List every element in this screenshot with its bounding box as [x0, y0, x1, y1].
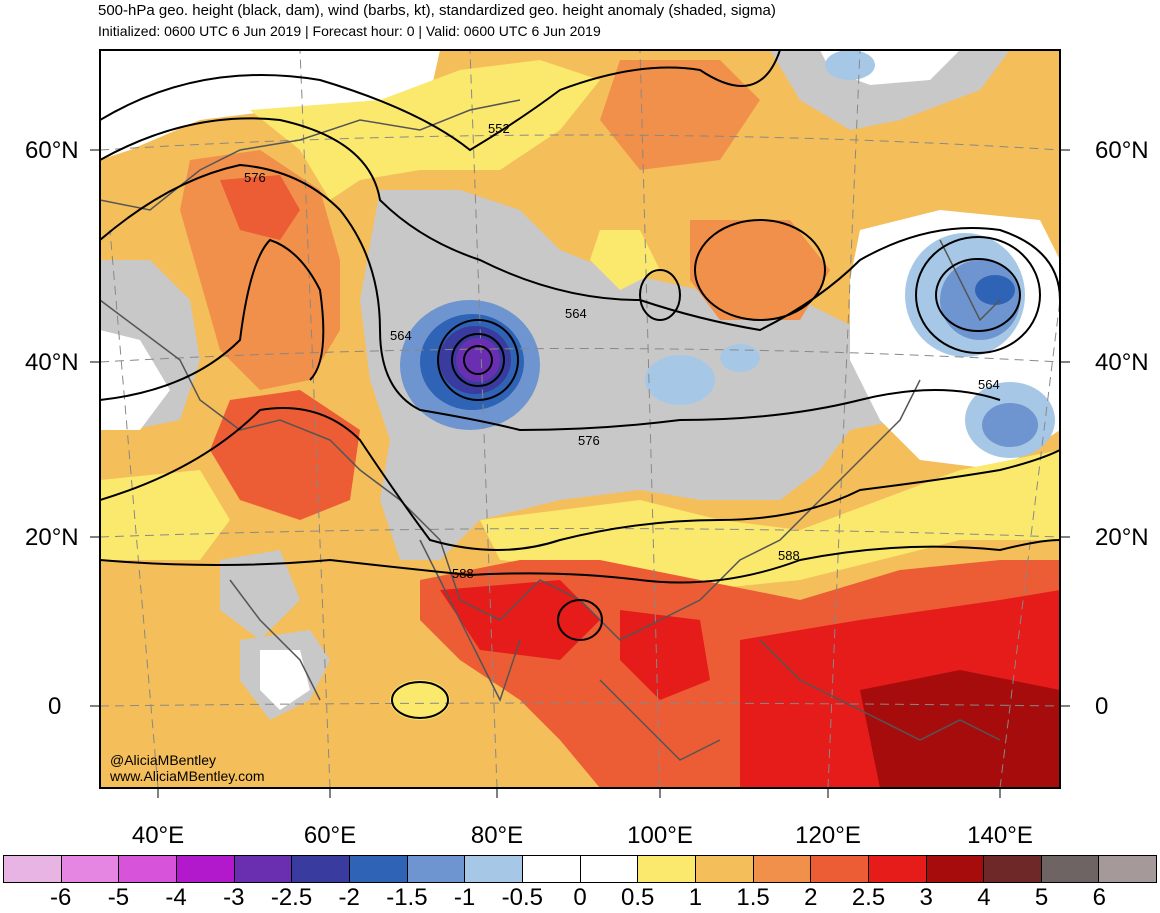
colorbar-tick-label: -2 — [338, 884, 360, 911]
colorbar-swatch — [4, 856, 62, 882]
colorbar — [3, 855, 1157, 883]
watermark-handle: @AliciaMBentley — [110, 752, 217, 768]
colorbar-swatch — [926, 856, 985, 882]
lon-label: 80°E — [470, 822, 524, 849]
colorbar-tick-label: 2 — [804, 884, 818, 911]
lon-label: 120°E — [795, 822, 861, 849]
colorbar-swatch — [176, 856, 235, 882]
map-frame — [99, 49, 1061, 789]
colorbar-tick-label: 5 — [1034, 884, 1049, 911]
colorbar-swatch — [1041, 856, 1100, 882]
colorbar-swatch — [234, 856, 293, 882]
colorbar-tick-label: -4 — [165, 884, 187, 911]
contour-label: 576 — [244, 170, 266, 185]
lat-label-left: 40°N — [25, 349, 79, 376]
lat-label-left: 0 — [48, 693, 62, 720]
contour-label: 564 — [565, 306, 587, 321]
colorbar-swatch — [695, 856, 754, 882]
colorbar-swatch — [753, 856, 812, 882]
contour-label: 588 — [778, 548, 800, 563]
colorbar-swatch — [580, 856, 639, 882]
colorbar-tick-label: 1.5 — [736, 884, 770, 911]
colorbar-tick-label: 3 — [919, 884, 933, 911]
colorbar-tick-label: -1 — [453, 884, 476, 911]
contour-label: 552 — [488, 121, 510, 136]
colorbar-swatch — [522, 856, 581, 882]
colorbar-swatch — [1099, 856, 1157, 882]
colorbar-tick-label: 4 — [977, 884, 991, 911]
contour-label: 588 — [452, 566, 474, 581]
lat-label-left: 20°N — [25, 524, 79, 551]
colorbar-swatch — [407, 856, 466, 882]
colorbar-tick-label: 2.5 — [851, 884, 886, 911]
contour-label: 564 — [978, 377, 1000, 392]
watermark-site: www.AliciaMBentley.com — [110, 768, 265, 784]
colorbar-swatch — [61, 856, 120, 882]
colorbar-tick-label: -1.5 — [386, 884, 428, 911]
colorbar-tick-label: -0.5 — [501, 884, 543, 911]
map-title: 500-hPa geo. height (black, dam), wind (… — [98, 2, 776, 19]
colorbar-tick-label: 1 — [688, 884, 703, 911]
colorbar-tick-label: -6 — [50, 884, 72, 911]
colorbar-swatch — [868, 856, 927, 882]
lat-label-left: 60°N — [25, 137, 79, 164]
contour-label: 564 — [390, 328, 412, 343]
colorbar-swatch — [465, 856, 523, 882]
lon-label: 140°E — [967, 822, 1033, 849]
colorbar-swatch — [811, 856, 869, 882]
colorbar-tick-label: 0 — [573, 884, 587, 911]
colorbar-swatch — [984, 856, 1042, 882]
lon-label: 100°E — [627, 822, 693, 849]
colorbar-swatch — [349, 856, 408, 882]
lat-label-right: 0 — [1095, 693, 1109, 720]
lon-label: 40°E — [131, 822, 185, 849]
lat-label-right: 40°N — [1095, 349, 1149, 376]
lat-label-right: 20°N — [1095, 524, 1149, 551]
colorbar-swatch — [638, 856, 696, 882]
colorbar-swatch — [119, 856, 177, 882]
colorbar-tick-label: -3 — [223, 884, 245, 911]
colorbar-tick-label: -2.5 — [270, 884, 313, 911]
colorbar-tick-label: 0.5 — [621, 884, 655, 911]
map-subtitle: Initialized: 0600 UTC 6 Jun 2019 | Forec… — [98, 23, 601, 39]
map-field — [100, 50, 1060, 788]
colorbar-tick-label: -5 — [107, 884, 130, 911]
colorbar-tick-label: 6 — [1092, 884, 1106, 911]
lon-label: 60°E — [303, 822, 357, 849]
contour-label: 576 — [578, 433, 600, 448]
colorbar-swatch — [292, 856, 350, 882]
lat-label-right: 60°N — [1095, 137, 1149, 164]
